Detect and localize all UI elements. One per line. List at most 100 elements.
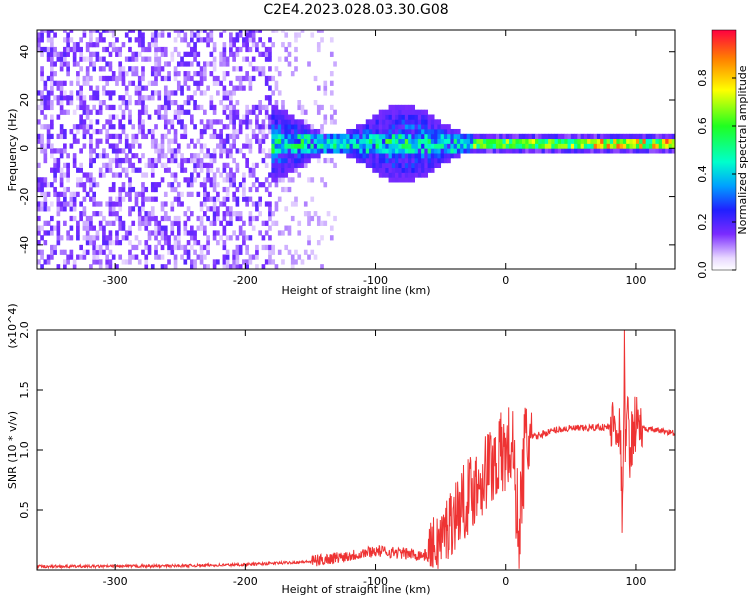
spectrogram-cell bbox=[180, 133, 184, 140]
spectrogram-cell bbox=[40, 100, 44, 106]
spectrogram-cell bbox=[590, 133, 595, 140]
spectrogram-cell bbox=[199, 66, 204, 72]
spectrogram-cell bbox=[76, 71, 80, 77]
spectrogram-cell bbox=[290, 143, 295, 149]
spectrogram-cell bbox=[378, 172, 383, 178]
spectrogram-cell bbox=[147, 244, 152, 251]
spectrogram-cell bbox=[229, 119, 233, 125]
spectrogram-cell bbox=[115, 201, 119, 207]
spectrogram-cell bbox=[408, 119, 412, 125]
spectrogram-cell bbox=[271, 124, 276, 130]
spectrogram-cell bbox=[76, 46, 80, 53]
spectrogram-cell bbox=[144, 264, 149, 269]
spectrogram-cell bbox=[268, 148, 272, 154]
spectrogram-cell bbox=[235, 244, 240, 251]
spectrogram-cell bbox=[580, 138, 585, 144]
spectrogram-cell bbox=[160, 153, 165, 159]
spectrogram-cell bbox=[128, 148, 132, 154]
spectrogram-cell bbox=[160, 162, 165, 169]
spectrogram-cell bbox=[203, 182, 207, 188]
spectrogram-cell bbox=[385, 133, 389, 140]
spectrogram-cell bbox=[199, 182, 204, 188]
spectrogram-cell bbox=[404, 119, 409, 125]
spectrogram-cell bbox=[150, 215, 155, 222]
spectrogram-cell bbox=[242, 235, 246, 241]
spectrogram-cell bbox=[349, 133, 354, 140]
spectrogram-cell bbox=[274, 182, 279, 188]
spectrogram-cell bbox=[388, 153, 393, 159]
spectrogram-cell bbox=[479, 143, 484, 149]
spectrogram-cell bbox=[102, 124, 106, 130]
spectrogram-cell bbox=[43, 148, 48, 154]
spectrogram-cell bbox=[121, 109, 126, 115]
spectrogram-cell bbox=[160, 225, 165, 231]
spectrogram-cell bbox=[313, 211, 318, 217]
spectrogram-cell bbox=[622, 138, 627, 144]
spectrogram-cell bbox=[163, 264, 168, 269]
spectrogram-cell bbox=[548, 133, 552, 140]
spectrogram-cell bbox=[495, 133, 500, 140]
spectrogram-cell bbox=[473, 133, 477, 140]
spectrogram-cell bbox=[196, 172, 201, 178]
spectrogram-cell bbox=[268, 191, 272, 197]
spectrogram-cell bbox=[356, 157, 360, 164]
spectrogram-cell bbox=[518, 143, 523, 149]
spectrogram-cell bbox=[290, 259, 295, 265]
spectrogram-cell bbox=[76, 235, 80, 241]
spectrogram-cell bbox=[232, 114, 236, 120]
spectrogram-cell bbox=[82, 30, 87, 33]
spectrogram-cell bbox=[300, 157, 305, 164]
spectrogram-cell bbox=[382, 138, 386, 144]
spectrogram-cell bbox=[255, 215, 259, 222]
spectrogram-cell bbox=[206, 124, 210, 130]
spectrogram-cell bbox=[183, 100, 188, 106]
spectrogram-cell bbox=[232, 191, 236, 197]
spectrogram-cell bbox=[180, 109, 184, 115]
spectrogram-cell bbox=[76, 220, 80, 226]
spectrogram-cell bbox=[43, 177, 48, 183]
spectrogram-cell bbox=[183, 71, 188, 77]
spectrogram-cell bbox=[167, 95, 171, 101]
spectrogram-cell bbox=[281, 124, 285, 130]
spectrogram-cell bbox=[154, 162, 158, 169]
spectrogram-cell bbox=[154, 244, 158, 251]
spectrogram-cell bbox=[284, 206, 289, 212]
spectrogram-cell bbox=[277, 148, 282, 154]
spectrogram-cell bbox=[212, 128, 217, 135]
spectrogram-cell bbox=[323, 133, 328, 140]
spectrogram-cell bbox=[554, 138, 559, 144]
spectrogram-cell bbox=[320, 104, 324, 111]
spectrogram-cell bbox=[430, 153, 435, 159]
spectrogram-cell bbox=[619, 143, 624, 149]
spectrogram-cell bbox=[95, 85, 100, 91]
spectrogram-cell bbox=[193, 104, 197, 111]
spectrogram-cell bbox=[118, 225, 123, 231]
spectrogram-cell bbox=[593, 133, 598, 140]
spectrogram-cell bbox=[173, 46, 178, 53]
spectrogram-cell bbox=[102, 100, 106, 106]
spectrogram-cell bbox=[157, 61, 162, 67]
spectrogram-cell bbox=[115, 235, 119, 241]
spectrogram-cell bbox=[79, 37, 83, 43]
spectrogram-cell bbox=[173, 186, 178, 193]
spectrogram-cell bbox=[108, 51, 113, 57]
spectrogram-cell bbox=[163, 235, 168, 241]
spectrogram-cell bbox=[37, 133, 41, 140]
spectrogram-cell bbox=[69, 128, 74, 135]
spectrogram-cell bbox=[196, 51, 201, 57]
spectrogram-cell bbox=[134, 138, 139, 144]
spectrogram-cell bbox=[199, 143, 204, 149]
spectrogram-cell bbox=[385, 143, 389, 149]
spectrogram-cell bbox=[395, 157, 399, 164]
spectrogram-cell bbox=[150, 230, 155, 236]
spectrogram-cell bbox=[154, 186, 158, 193]
spectrogram-cell bbox=[63, 196, 67, 202]
spectrogram-cell bbox=[258, 143, 263, 149]
spectrogram-cell bbox=[137, 167, 142, 173]
spectrogram-cell bbox=[548, 148, 552, 154]
spectrogram-cell bbox=[258, 71, 263, 77]
spectrogram-cell bbox=[333, 119, 337, 125]
spectrogram-cell bbox=[183, 167, 188, 173]
spectrogram-cell bbox=[222, 201, 227, 207]
spectrogram-cell bbox=[69, 225, 74, 231]
